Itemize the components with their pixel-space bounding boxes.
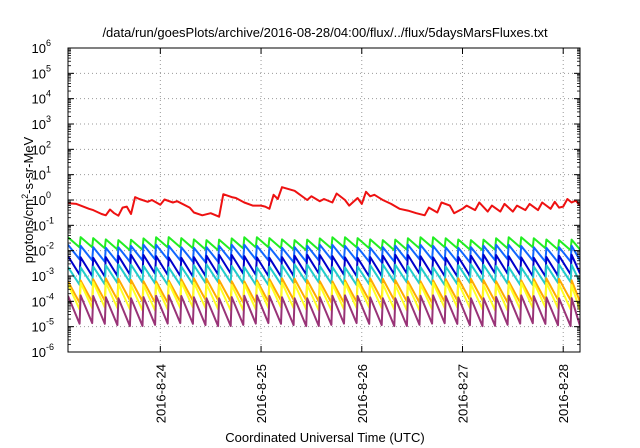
y-tick-label-base: 10 xyxy=(32,92,46,107)
y-tick-label: 10-2 xyxy=(32,241,54,259)
y-tick-label: 102 xyxy=(32,139,51,157)
x-tick-label: 2016-8-24 xyxy=(153,364,168,423)
y-tick-label-base: 10 xyxy=(32,117,46,132)
series-layer xyxy=(68,186,580,328)
y-tick-label: 10-4 xyxy=(32,291,54,309)
y-tick-label-exp: -4 xyxy=(46,291,54,301)
y-tick-label-base: 10 xyxy=(32,41,46,56)
y-tick-label: 105 xyxy=(32,63,51,81)
y-tick-label: 103 xyxy=(32,114,51,132)
y-axis-label-sup: 2 xyxy=(20,194,30,199)
y-tick-label-base: 10 xyxy=(32,168,46,183)
y-tick-label-base: 10 xyxy=(32,320,46,335)
y-axis-label: protons/cm2-s-sr-MeV xyxy=(20,136,36,263)
y-tick-label-exp: 1 xyxy=(46,165,51,175)
y-tick-label: 100 xyxy=(32,190,51,208)
chart-title: /data/run/goesPlots/archive/2016-08-28/0… xyxy=(102,25,548,40)
series-line-1 xyxy=(68,236,580,252)
y-tick-label-exp: 6 xyxy=(46,38,51,48)
y-tick-label-base: 10 xyxy=(32,269,46,284)
y-tick-label: 10-1 xyxy=(32,215,54,233)
y-tick-label-base: 10 xyxy=(32,66,46,81)
x-tick-label: 2016-8-26 xyxy=(355,364,370,423)
y-tick-label-base: 10 xyxy=(32,142,46,157)
y-tick-label: 10-6 xyxy=(32,342,54,360)
y-tick-label-exp: 2 xyxy=(46,139,51,149)
series-line-0 xyxy=(68,186,580,218)
y-tick-label-exp: 4 xyxy=(46,89,51,99)
axis-layer: 10-610-510-410-310-210-11001011021031041… xyxy=(32,38,580,423)
y-tick-label: 101 xyxy=(32,165,51,183)
series-line-2 xyxy=(68,243,580,264)
y-tick-label-exp: -1 xyxy=(46,215,54,225)
y-axis-label-rest: -s-sr-MeV xyxy=(21,136,36,193)
series-line-4 xyxy=(68,263,580,287)
series-line-3 xyxy=(68,253,580,278)
y-tick-label-exp: -6 xyxy=(46,342,54,352)
y-tick-label: 104 xyxy=(32,89,51,107)
y-tick-label-base: 10 xyxy=(32,193,46,208)
y-tick-label: 10-3 xyxy=(32,266,54,284)
y-tick-label-exp: 3 xyxy=(46,114,51,124)
y-tick-label-exp: 0 xyxy=(46,190,51,200)
y-tick-label-exp: 5 xyxy=(46,63,51,73)
y-tick-label: 10-5 xyxy=(32,317,54,335)
y-axis-label-base: protons/cm xyxy=(21,199,36,263)
y-tick-label-base: 10 xyxy=(32,218,46,233)
x-tick-label: 2016-8-27 xyxy=(455,364,470,423)
x-tick-label: 2016-8-25 xyxy=(254,364,269,423)
y-tick-label-base: 10 xyxy=(32,345,46,360)
x-axis-label: Coordinated Universal Time (UTC) xyxy=(225,430,424,445)
y-tick-label: 106 xyxy=(32,38,51,56)
y-tick-label-exp: -5 xyxy=(46,317,54,327)
y-tick-label-exp: -2 xyxy=(46,241,54,251)
y-tick-label-exp: -3 xyxy=(46,266,54,276)
series-line-7 xyxy=(68,294,580,328)
y-tick-label-base: 10 xyxy=(32,244,46,259)
y-tick-label-base: 10 xyxy=(32,294,46,309)
x-tick-label: 2016-8-28 xyxy=(556,364,571,423)
